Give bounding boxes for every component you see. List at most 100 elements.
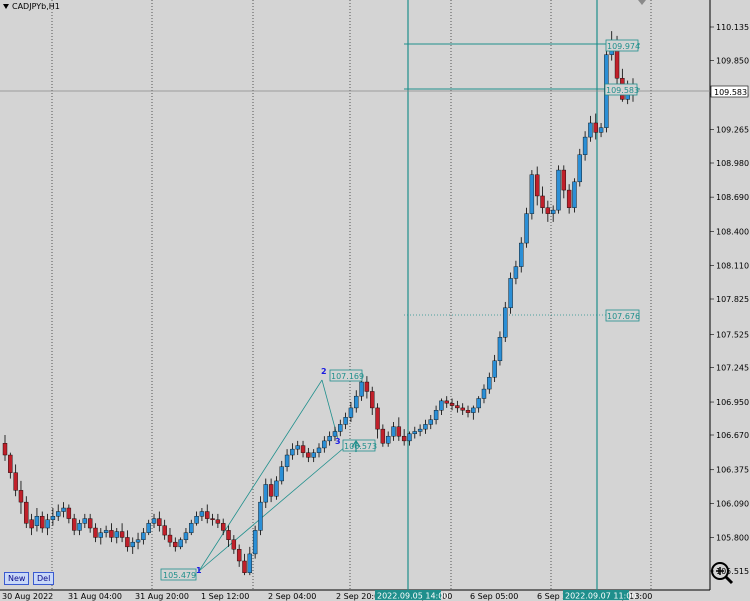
candle: [582, 131, 588, 161]
candle: [519, 237, 524, 273]
candle: [481, 384, 487, 404]
period-separators: [51, 0, 652, 590]
candle: [433, 405, 439, 425]
candle: [412, 426, 417, 439]
candle: [332, 426, 338, 441]
candle: [114, 528, 119, 544]
candle: [566, 184, 572, 214]
candle: [157, 511, 162, 532]
svg-text:109.583: 109.583: [606, 86, 639, 95]
candle: [141, 528, 146, 545]
candle: [151, 513, 157, 529]
candle: [82, 513, 88, 529]
candle: [471, 405, 476, 420]
candle: [497, 331, 503, 366]
last-price-label: 109.583: [604, 83, 639, 96]
candle: [56, 504, 61, 521]
current-price-box: [710, 85, 749, 98]
candle: [119, 523, 125, 543]
candle: [439, 398, 444, 415]
high-price-label: 109.974: [605, 39, 640, 52]
svg-text:107.676: 107.676: [607, 312, 640, 321]
candle: [205, 504, 210, 524]
candle: [577, 148, 582, 187]
candle: [492, 354, 497, 383]
candle: [529, 170, 535, 220]
candle: [444, 396, 449, 408]
zigzag-point-2: 2: [321, 367, 327, 376]
price-tick-label: 108.980: [716, 159, 749, 168]
candle: [146, 519, 151, 536]
candle: [513, 260, 519, 285]
price-tick-label: 107.525: [716, 330, 749, 339]
candle: [236, 544, 242, 567]
candle: [173, 537, 178, 552]
candle: [189, 519, 194, 536]
zigzag-lines: [198, 379, 357, 572]
candle: [593, 113, 598, 140]
candle: [572, 178, 577, 213]
price-tick-label: 106.375: [716, 466, 749, 475]
candle: [13, 464, 18, 497]
triangle-down-icon[interactable]: [3, 4, 9, 9]
time-tick-label: 2 Sep 20:00: [336, 592, 384, 601]
candle: [316, 443, 322, 458]
candle: [417, 424, 423, 437]
candle: [407, 431, 412, 446]
candle: [210, 513, 215, 526]
candle: [178, 537, 183, 550]
candle: [34, 508, 40, 532]
price-tick-label: 106.950: [716, 398, 749, 407]
symbol-label: CADJPYb,H1: [12, 2, 60, 11]
price-tick-label: 105.800: [716, 533, 749, 542]
del-button[interactable]: Del: [33, 572, 55, 585]
candle: [162, 519, 167, 540]
candle: [18, 480, 24, 514]
candle: [364, 376, 370, 399]
new-button[interactable]: New: [4, 572, 30, 585]
time-axis: 30 Aug 2022 31 Aug 04:00 31 Aug 20:00 1 Sep…: [2, 592, 652, 601]
candle: [295, 440, 300, 456]
candle: [476, 396, 481, 413]
svg-text:2022.09.05 14:00: 2022.09.05 14:00: [377, 592, 448, 601]
candle: [125, 530, 130, 552]
candle: [396, 417, 402, 441]
candle: [87, 513, 93, 533]
time-tick-label: 31 Aug 04:00: [68, 592, 122, 601]
mid-price-label: 106.573: [342, 439, 377, 452]
candle: [370, 386, 375, 415]
zigzag-point-1: 1: [196, 566, 202, 575]
svg-text:105.479: 105.479: [163, 571, 196, 580]
candle: [455, 400, 460, 413]
svg-text:109.974: 109.974: [607, 42, 640, 51]
candle: [598, 122, 604, 138]
candle: [24, 496, 29, 529]
peak-price-label: 107.169: [329, 369, 364, 382]
low-price-label: 105.479: [160, 568, 197, 581]
candle: [460, 403, 465, 415]
candle: [258, 496, 263, 536]
price-tick-label: 107.245: [716, 363, 749, 372]
candle: [540, 186, 545, 214]
zoom-magnifier-icon[interactable]: [711, 562, 734, 585]
time-tick-label: 30 Aug 2022: [2, 592, 53, 601]
arrow-up-icon: [351, 439, 361, 452]
time-tick-label: 2 Sep 04:00: [268, 592, 316, 601]
candle: [61, 502, 66, 518]
candle: [231, 535, 237, 554]
candle: [290, 443, 295, 460]
time-tick-label: 6 Sep 05:00: [470, 592, 518, 601]
candle: [167, 528, 173, 547]
candle: [428, 414, 433, 430]
candle: [550, 205, 556, 222]
price-tick-label: 110.135: [716, 23, 749, 32]
candle: [109, 523, 114, 543]
svg-text:106.573: 106.573: [344, 442, 377, 451]
candle: [354, 390, 359, 413]
chart-shift-marker-icon[interactable]: [638, 0, 646, 5]
price-tick-label: 108.110: [716, 261, 749, 270]
candle: [194, 511, 199, 526]
candle: [247, 546, 253, 576]
